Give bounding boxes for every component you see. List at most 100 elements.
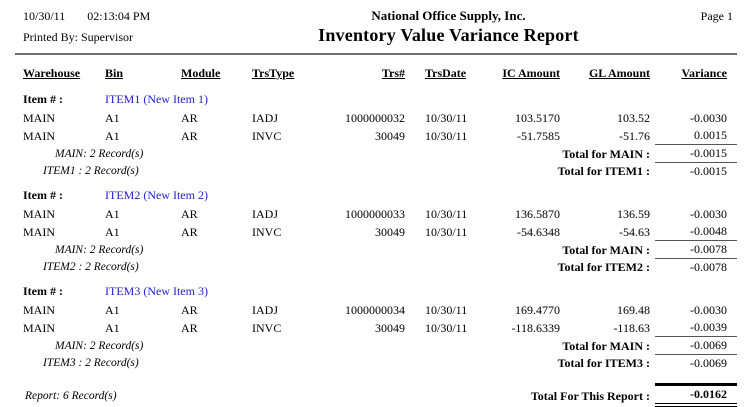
cell-bin: A1: [105, 111, 120, 125]
variance-table: Warehouse Bin Module TrsType Trs# TrsDat…: [15, 65, 737, 407]
col-trsnum: Trs#: [381, 66, 405, 80]
table-row: MAIN A1 AR INVC 30049 10/30/11 -118.6339…: [15, 319, 737, 337]
cell-variance: -0.0030: [690, 111, 727, 125]
report-record-count: Report: 6 Record(s): [25, 390, 117, 402]
item-number-label: Item # :: [23, 92, 63, 106]
report-header-line2: Printed By: Supervisor Inventory Value V…: [15, 24, 737, 46]
spacer: [15, 180, 737, 187]
warehouse-subtotal-row: MAIN: 2 Record(s) Total for MAIN : -0.00…: [15, 336, 737, 355]
cell-gl-amount: 136.59: [617, 207, 650, 221]
item-record-count: ITEM2 : 2 Record(s): [43, 261, 139, 273]
item-total-label: Total for ITEM1 :: [557, 164, 650, 178]
cell-gl-amount: -51.76: [619, 128, 650, 143]
print-datetime: 10/30/11 02:13:04 PM: [15, 9, 230, 24]
item-link[interactable]: ITEM3 (New Item 3): [105, 284, 208, 298]
item-total-label: Total for ITEM3 :: [557, 356, 650, 370]
cell-trstype: INVC: [252, 320, 282, 335]
column-header-row: Warehouse Bin Module TrsType Trs# TrsDat…: [15, 65, 737, 84]
col-gl-amount: GL Amount: [588, 66, 650, 80]
item-number-label: Item # :: [23, 188, 63, 202]
item-total-value: -0.0078: [655, 258, 737, 276]
cell-trstype: IADJ: [252, 207, 278, 221]
item-header-row: Item # : ITEM1 (New Item 1): [15, 91, 737, 110]
col-trstype: TrsType: [252, 66, 295, 80]
cell-trstype: INVC: [252, 128, 282, 143]
cell-trsdate: 10/30/11: [425, 320, 468, 335]
item-number-label: Item # :: [23, 284, 63, 298]
report-header-line1: 10/30/11 02:13:04 PM National Office Supp…: [15, 8, 737, 24]
warehouse-record-count: MAIN: 2 Record(s): [55, 147, 144, 160]
table-row: MAIN A1 AR INVC 30049 10/30/11 -51.7585 …: [15, 127, 737, 145]
warehouse-total-label: Total for MAIN :: [562, 146, 650, 161]
col-warehouse: Warehouse: [23, 66, 81, 80]
cell-bin: A1: [105, 224, 120, 239]
cell-trsdate: 10/30/11: [425, 128, 468, 143]
warehouse-total-label: Total for MAIN :: [562, 242, 650, 257]
cell-variance: -0.0030: [690, 207, 727, 221]
cell-bin: A1: [105, 207, 120, 221]
table-row: MAIN A1 AR INVC 30049 10/30/11 -54.6348 …: [15, 223, 737, 241]
item-subtotal-row: ITEM2 : 2 Record(s) Total for ITEM2 : -0…: [15, 258, 737, 276]
cell-ic-amount: 136.5870: [515, 207, 560, 221]
cell-warehouse: MAIN: [23, 128, 55, 143]
col-variance: Variance: [681, 66, 727, 80]
table-row: MAIN A1 AR IADJ 1000000034 10/30/11 169.…: [15, 302, 737, 319]
cell-variance: -0.0048: [690, 224, 727, 238]
cell-trsdate: 10/30/11: [425, 224, 468, 239]
cell-ic-amount: -51.7585: [517, 128, 560, 143]
header-divider: [15, 53, 737, 55]
item-total-label: Total for ITEM2 :: [557, 260, 650, 274]
cell-module: AR: [181, 111, 198, 125]
item-record-count: ITEM3 : 2 Record(s): [43, 357, 139, 369]
cell-trsnum: 30049: [375, 128, 405, 143]
printed-by: Printed By: Supervisor: [23, 30, 133, 44]
warehouse-subtotal-row: MAIN: 2 Record(s) Total for MAIN : -0.00…: [15, 144, 737, 163]
cell-bin: A1: [105, 320, 120, 335]
company-name: National Office Supply, Inc.: [371, 8, 526, 23]
cell-variance: -0.0030: [690, 303, 727, 317]
cell-trsnum: 30049: [375, 224, 405, 239]
warehouse-total-value: -0.0078: [655, 240, 737, 259]
cell-variance: 0.0015: [694, 128, 727, 142]
spacer: [15, 84, 737, 91]
item-link[interactable]: ITEM1 (New Item 1): [105, 92, 208, 106]
cell-trstype: INVC: [252, 224, 282, 239]
cell-ic-amount: 169.4770: [515, 303, 560, 317]
cell-bin: A1: [105, 303, 120, 317]
table-row: MAIN A1 AR IADJ 1000000033 10/30/11 136.…: [15, 206, 737, 223]
spacer: [15, 276, 737, 283]
table-row: MAIN A1 AR IADJ 1000000032 10/30/11 103.…: [15, 110, 737, 127]
item-record-count: ITEM1 : 2 Record(s): [43, 165, 139, 177]
cell-trstype: IADJ: [252, 303, 278, 317]
cell-trsdate: 10/30/11: [425, 207, 468, 221]
cell-ic-amount: -118.6339: [511, 320, 560, 335]
cell-warehouse: MAIN: [23, 303, 55, 317]
warehouse-total-value: -0.0015: [655, 144, 737, 163]
print-time: 02:13:04 PM: [87, 9, 151, 23]
cell-gl-amount: -118.63: [613, 320, 650, 335]
cell-module: AR: [181, 320, 198, 335]
item-subtotal-row: ITEM3 : 2 Record(s) Total for ITEM3 : -0…: [15, 354, 737, 372]
cell-trsnum: 1000000032: [345, 111, 405, 125]
cell-trsdate: 10/30/11: [425, 111, 468, 125]
cell-variance: -0.0039: [690, 320, 727, 334]
cell-warehouse: MAIN: [23, 224, 55, 239]
warehouse-record-count: MAIN: 2 Record(s): [55, 243, 144, 256]
item-total-value: -0.0069: [655, 354, 737, 372]
warehouse-subtotal-row: MAIN: 2 Record(s) Total for MAIN : -0.00…: [15, 240, 737, 259]
col-ic-amount: IC Amount: [502, 66, 560, 80]
cell-trstype: IADJ: [252, 111, 278, 125]
cell-trsnum: 1000000034: [345, 303, 405, 317]
cell-gl-amount: -54.63: [619, 224, 650, 239]
cell-ic-amount: 103.5170: [515, 111, 560, 125]
col-bin: Bin: [105, 66, 124, 80]
cell-module: AR: [181, 303, 198, 317]
item-link[interactable]: ITEM2 (New Item 2): [105, 188, 208, 202]
cell-bin: A1: [105, 128, 120, 143]
cell-module: AR: [181, 224, 198, 239]
report-total-row: Report: 6 Record(s) Total For This Repor…: [15, 383, 737, 407]
cell-warehouse: MAIN: [23, 320, 55, 335]
warehouse-total-value: -0.0069: [655, 336, 737, 355]
cell-gl-amount: 103.52: [617, 111, 650, 125]
